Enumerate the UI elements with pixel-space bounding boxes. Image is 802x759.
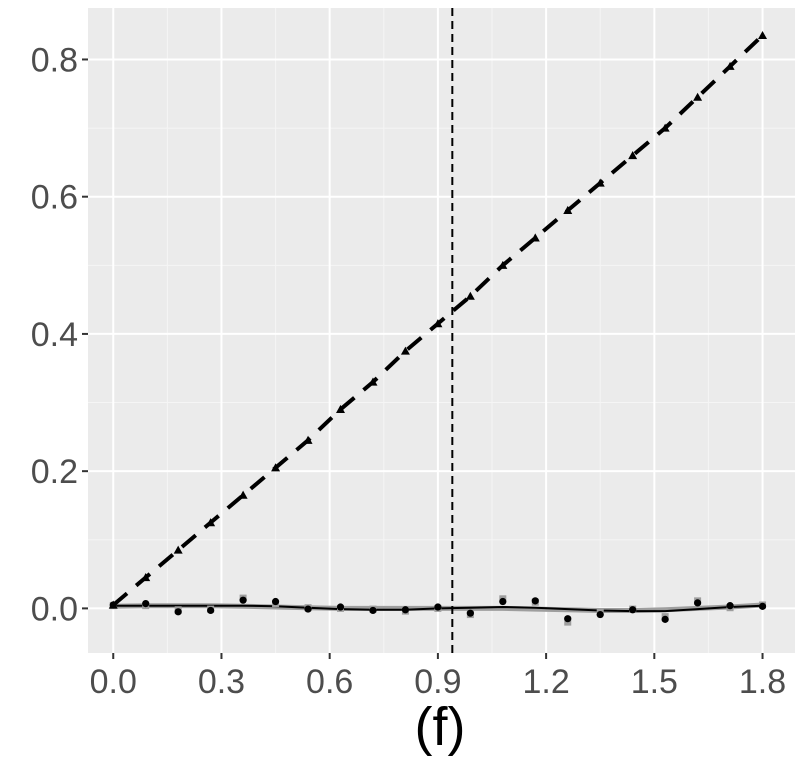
- black-point: [758, 602, 767, 610]
- y-axis: 0.0 0.2 0.4 0.6 0.8: [31, 41, 88, 628]
- triangle-point: [595, 178, 605, 187]
- y-tick-label: 0.2: [31, 453, 78, 491]
- black-point: [499, 597, 507, 606]
- black-point: [271, 597, 280, 606]
- x-tick-label: 1.8: [739, 663, 786, 701]
- triangle-point: [498, 260, 508, 269]
- grid-minor: [88, 8, 795, 653]
- black-point: [304, 605, 312, 613]
- triangle-point: [433, 319, 443, 328]
- black-point: [629, 606, 637, 614]
- triangle-point: [303, 435, 313, 444]
- black-point: [661, 615, 669, 623]
- black-point: [207, 606, 215, 615]
- triangle-point: [628, 151, 638, 160]
- triangle-point: [206, 518, 216, 527]
- triangle-point: [336, 404, 345, 414]
- triangle-point: [693, 92, 703, 101]
- plot-panel: [88, 8, 795, 653]
- triangle-point: [173, 545, 183, 554]
- black-point: [336, 603, 345, 611]
- black-point: [596, 610, 604, 619]
- triangle-point: [238, 490, 248, 499]
- triangle-point: [660, 123, 670, 132]
- black-point: [564, 615, 572, 623]
- triangle-point: [368, 377, 378, 386]
- caption: (f): [415, 697, 466, 757]
- y-tick-label: 0.4: [31, 316, 78, 354]
- black-point: [239, 596, 247, 604]
- triangle-point: [563, 205, 573, 215]
- black-point: [174, 608, 182, 616]
- black-point: [694, 599, 702, 607]
- triangle-point: [141, 573, 151, 582]
- black-point: [531, 597, 539, 605]
- y-tick-label: 0.0: [31, 590, 78, 628]
- triangle-point: [530, 233, 540, 242]
- x-axis: 0.0 0.3 0.6 0.9 1.2 1.5 1.8: [90, 653, 786, 701]
- triangle-point: [400, 346, 410, 355]
- black-point: [466, 609, 474, 617]
- y-tick-label: 0.6: [31, 179, 78, 217]
- x-tick-label: 0.3: [198, 663, 245, 701]
- black-point: [369, 606, 377, 615]
- triangle-point: [465, 291, 475, 300]
- triangle-point: [108, 600, 118, 609]
- x-tick-label: 0.0: [90, 663, 137, 701]
- x-tick-label: 0.9: [414, 663, 461, 701]
- triangle-point: [758, 30, 768, 40]
- x-tick-label: 0.6: [306, 663, 353, 701]
- black-point: [434, 603, 442, 611]
- triangle-point: [725, 61, 735, 70]
- x-tick-label: 1.5: [631, 663, 678, 701]
- triangle-point: [271, 463, 281, 472]
- black-point: [726, 602, 734, 610]
- black-point: [142, 599, 150, 608]
- series-layer: [108, 8, 768, 653]
- black-point: [401, 606, 410, 614]
- y-tick-label: 0.8: [31, 41, 78, 79]
- grid-major: [88, 8, 795, 653]
- x-tick-label: 1.2: [522, 663, 569, 701]
